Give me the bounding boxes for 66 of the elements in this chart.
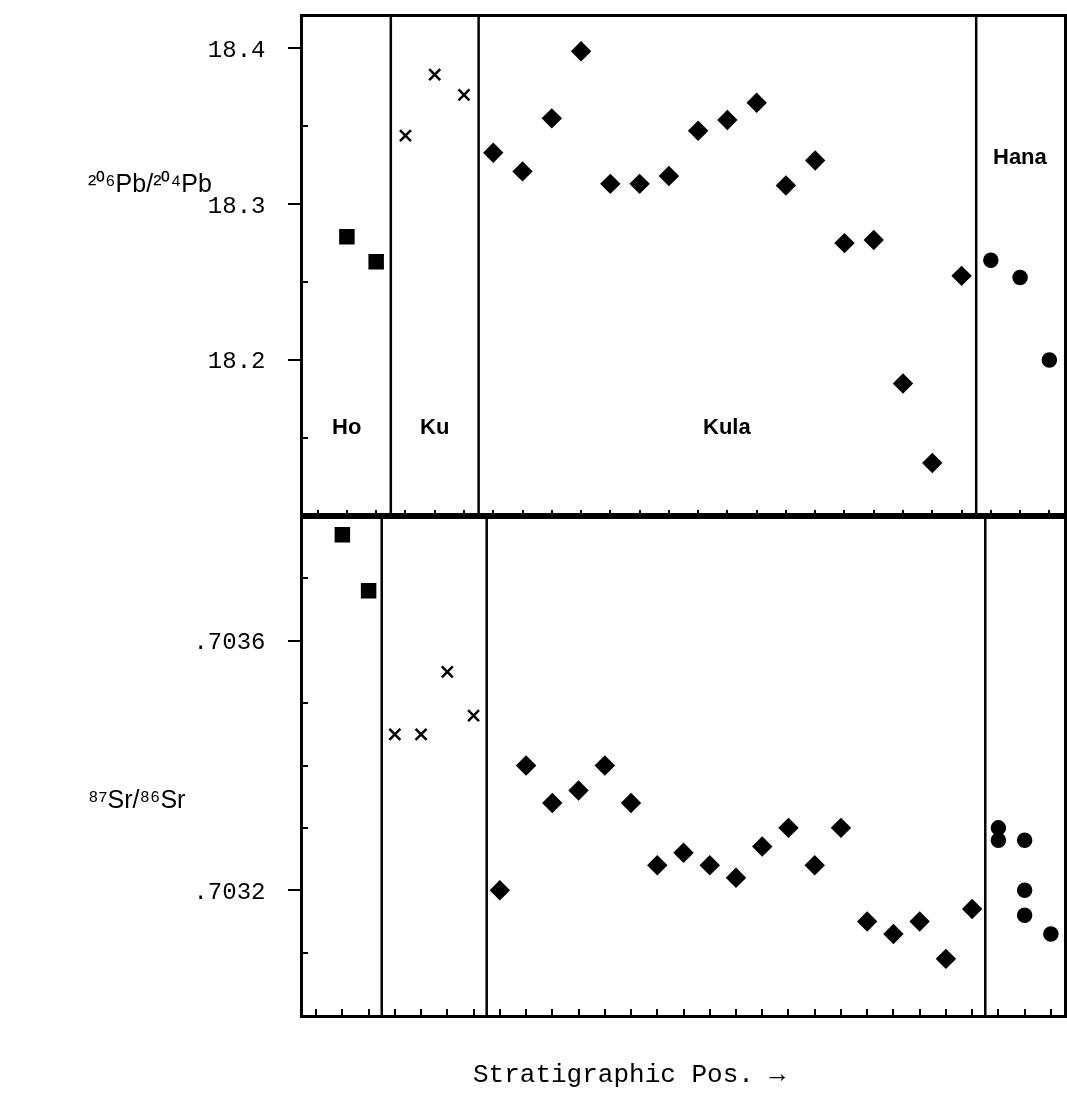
point (834, 233, 855, 253)
point (700, 855, 720, 875)
point (571, 41, 591, 62)
point (600, 174, 621, 194)
annotation: Hana (993, 144, 1048, 169)
point (621, 793, 641, 813)
annotation: Kula (703, 414, 752, 439)
point (805, 150, 825, 171)
point (746, 93, 767, 113)
point (1043, 926, 1059, 942)
point (922, 453, 942, 473)
annotation: Ho (332, 414, 362, 439)
point (1016, 832, 1033, 849)
point (629, 174, 650, 194)
point (776, 175, 796, 196)
y-tick-label: .7036 (193, 629, 266, 657)
y-axis-title: ⁸⁷Sr/⁸⁶Sr (88, 785, 186, 813)
point (805, 855, 825, 875)
point (440, 665, 455, 679)
point (726, 868, 746, 888)
point (778, 818, 799, 838)
point (542, 108, 562, 129)
x-axis-title: Stratigraphic Pos. → (473, 1060, 786, 1090)
point (483, 142, 503, 163)
point (647, 855, 667, 875)
point (427, 67, 442, 82)
point (457, 88, 471, 102)
point (883, 924, 904, 944)
point (983, 252, 999, 268)
point (1016, 907, 1033, 923)
point (360, 583, 377, 599)
point (334, 526, 351, 543)
point (339, 229, 355, 245)
point (490, 880, 510, 900)
point (909, 911, 930, 932)
point (990, 820, 1007, 836)
point (962, 899, 982, 919)
point (1016, 882, 1033, 898)
point (752, 836, 772, 857)
point (857, 911, 877, 932)
point (568, 780, 589, 801)
annotation: Ku (420, 414, 450, 439)
point (595, 755, 615, 776)
point (512, 161, 533, 182)
point (414, 727, 428, 742)
point (368, 254, 384, 270)
y-tick-label: .7032 (193, 878, 266, 906)
point (466, 708, 481, 723)
point (893, 373, 913, 394)
point (388, 727, 402, 742)
y-tick-label: 18.4 (207, 36, 266, 64)
point (516, 755, 536, 776)
point (951, 266, 972, 286)
point (990, 832, 1007, 849)
point (717, 110, 738, 130)
point (864, 230, 884, 250)
y-tick-label: 18.2 (207, 348, 266, 376)
point (542, 793, 562, 813)
point (936, 949, 956, 969)
point (659, 166, 679, 186)
point (831, 818, 851, 838)
point (673, 843, 694, 863)
point (1012, 269, 1028, 286)
point (688, 121, 708, 141)
point (1041, 352, 1058, 368)
point (398, 128, 413, 143)
